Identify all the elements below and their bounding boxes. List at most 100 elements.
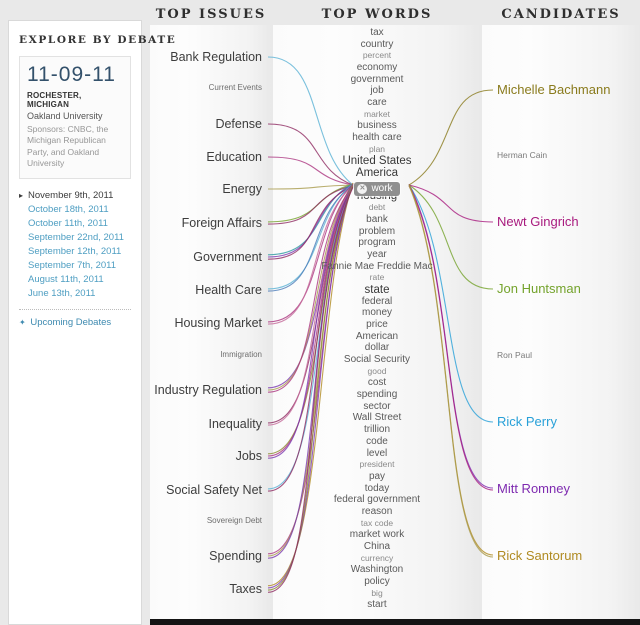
word-label-currency[interactable]: currency (360, 553, 394, 563)
close-icon[interactable]: ✕ (357, 184, 368, 194)
word-label-country[interactable]: country (360, 39, 394, 50)
word-label-program[interactable]: program (358, 237, 396, 248)
debate-location: ROCHESTER, MICHIGAN (27, 91, 82, 109)
issue-label-education[interactable]: Education (206, 150, 262, 164)
candidate-label-ron-paul[interactable]: Ron Paul (497, 350, 532, 360)
word-label-good[interactable]: good (367, 366, 387, 376)
word-label-tax-code[interactable]: tax code (360, 518, 394, 528)
issue-label-immigration[interactable]: Immigration (220, 350, 262, 359)
arrow-icon: ✦ (19, 317, 26, 327)
word-label-price[interactable]: price (366, 319, 388, 330)
bottom-bar (150, 619, 640, 625)
word-label-american[interactable]: American (355, 331, 399, 342)
word-label-spending[interactable]: spending (356, 389, 398, 400)
issue-label-jobs[interactable]: Jobs (235, 449, 262, 463)
word-label-bank[interactable]: bank (366, 214, 388, 225)
issue-label-foreign-affairs[interactable]: Foreign Affairs (181, 216, 262, 230)
issue-label-inequality[interactable]: Inequality (208, 417, 262, 431)
word-label-dollar[interactable]: dollar (364, 342, 390, 353)
word-label-cost[interactable]: cost (367, 377, 387, 388)
issue-label-defense[interactable]: Defense (215, 117, 262, 131)
word-label-market-work[interactable]: market work (349, 529, 405, 540)
selected-word-label: work (371, 183, 393, 194)
debate-date-link-august-11th-2011[interactable]: August 11th, 2011 (19, 273, 131, 287)
word-label-sector[interactable]: sector (363, 401, 391, 412)
issue-label-current-events[interactable]: Current Events (208, 83, 262, 92)
word-label-percent[interactable]: percent (362, 50, 392, 60)
issue-label-sovereign-debt[interactable]: Sovereign Debt (206, 516, 262, 525)
word-label-year[interactable]: year (367, 249, 387, 260)
debate-date-list: ▸ November 9th, 2011 October 18th, 2011 Oct… (19, 189, 131, 301)
debate-date: 11-09-11 (27, 63, 116, 86)
issue-label-taxes[interactable]: Taxes (229, 582, 262, 596)
candidate-label-rick-santorum[interactable]: Rick Santorum (497, 548, 583, 563)
debate-date-link-september-12th-2011[interactable]: September 12th, 2011 (19, 245, 131, 259)
top-issues-header: TOP ISSUES (155, 7, 267, 22)
selected-word-badge[interactable]: ✕ work (354, 182, 400, 196)
debate-date-label: October 11th, 2011 (28, 217, 108, 229)
word-label-united-states[interactable]: United States (342, 155, 412, 167)
word-label-policy[interactable]: policy (364, 576, 390, 587)
issue-label-government[interactable]: Government (193, 250, 262, 264)
word-label-big[interactable]: big (371, 588, 383, 598)
word-label-fannie-mae-freddie-mac[interactable]: Fannie Mae Freddie Mac (321, 261, 433, 272)
candidate-label-jon-huntsman[interactable]: Jon Huntsman (497, 281, 581, 296)
word-label-federal-government[interactable]: federal government (333, 494, 421, 505)
debate-date-link-september-7th-2011[interactable]: September 7th, 2011 (19, 259, 131, 273)
debate-date-link-june-13th-2011[interactable]: June 13th, 2011 (19, 287, 131, 301)
word-label-debt[interactable]: debt (368, 202, 386, 212)
candidates-header: CANDIDATES (501, 7, 621, 22)
word-label-china[interactable]: China (363, 541, 391, 552)
issue-label-social-safety-net[interactable]: Social Safety Net (166, 483, 262, 497)
word-label-problem[interactable]: problem (358, 226, 396, 237)
top-issues-column (150, 25, 271, 625)
word-label-government[interactable]: government (350, 74, 404, 85)
candidate-label-newt-gingrich[interactable]: Newt Gingrich (497, 214, 579, 229)
word-label-start[interactable]: start (367, 599, 387, 610)
word-label-social-security[interactable]: Social Security (343, 354, 411, 365)
word-label-trillion[interactable]: trillion (363, 424, 391, 435)
word-label-state[interactable]: state (364, 284, 390, 296)
issue-label-housing-market[interactable]: Housing Market (174, 316, 262, 330)
candidate-label-herman-cain[interactable]: Herman Cain (497, 150, 548, 160)
word-label-business[interactable]: business (357, 120, 397, 131)
debate-date-label: November 9th, 2011 (28, 189, 114, 201)
issue-label-energy[interactable]: Energy (222, 182, 262, 196)
debate-date-link-september-22nd-2011[interactable]: September 22nd, 2011 (19, 231, 131, 245)
word-label-job[interactable]: job (370, 85, 384, 96)
candidate-label-michelle-bachmann[interactable]: Michelle Bachmann (497, 82, 611, 97)
selected-word-wrap: ✕ work (274, 178, 480, 196)
debate-date-link-october-11th-2011[interactable]: October 11th, 2011 (19, 217, 131, 231)
word-label-care[interactable]: care (367, 97, 387, 108)
issue-label-spending[interactable]: Spending (209, 549, 262, 563)
word-label-wall-street[interactable]: Wall Street (352, 412, 402, 423)
word-label-money[interactable]: money (361, 307, 392, 318)
word-label-market[interactable]: market (364, 109, 390, 119)
word-label-tax[interactable]: tax (370, 27, 384, 38)
debate-date-label: October 18th, 2011 (28, 203, 109, 215)
issue-label-health-care[interactable]: Health Care (195, 283, 262, 297)
word-label-health-care[interactable]: health care (352, 132, 402, 143)
word-label-president[interactable]: president (359, 459, 395, 469)
debate-date-link-october-18th-2011[interactable]: October 18th, 2011 (19, 203, 131, 217)
word-label-washington[interactable]: Washington (350, 564, 404, 575)
word-label-plan[interactable]: plan (368, 144, 386, 154)
word-label-federal[interactable]: federal (361, 296, 393, 307)
word-label-today[interactable]: today (364, 483, 390, 494)
upcoming-debates-label: Upcoming Debates (30, 316, 112, 328)
debate-date-label: August 11th, 2011 (28, 273, 104, 285)
issue-label-bank-regulation[interactable]: Bank Regulation (170, 50, 262, 64)
word-label-pay[interactable]: pay (368, 471, 386, 482)
word-label-america[interactable]: America (355, 167, 399, 179)
upcoming-debates-link[interactable]: ✦ Upcoming Debates (19, 308, 131, 328)
debate-date-link-november-9th-2011[interactable]: ▸ November 9th, 2011 (19, 189, 131, 203)
word-label-reason[interactable]: reason (361, 506, 393, 517)
candidate-label-rick-perry[interactable]: Rick Perry (497, 414, 557, 429)
debate-date-label: September 7th, 2011 (28, 259, 117, 271)
word-label-rate[interactable]: rate (369, 272, 385, 282)
issue-label-industry-regulation[interactable]: Industry Regulation (154, 383, 262, 397)
word-label-level[interactable]: level (366, 448, 388, 459)
candidate-label-mitt-romney[interactable]: Mitt Romney (497, 481, 570, 496)
word-label-economy[interactable]: economy (356, 62, 398, 73)
word-label-code[interactable]: code (366, 436, 388, 447)
